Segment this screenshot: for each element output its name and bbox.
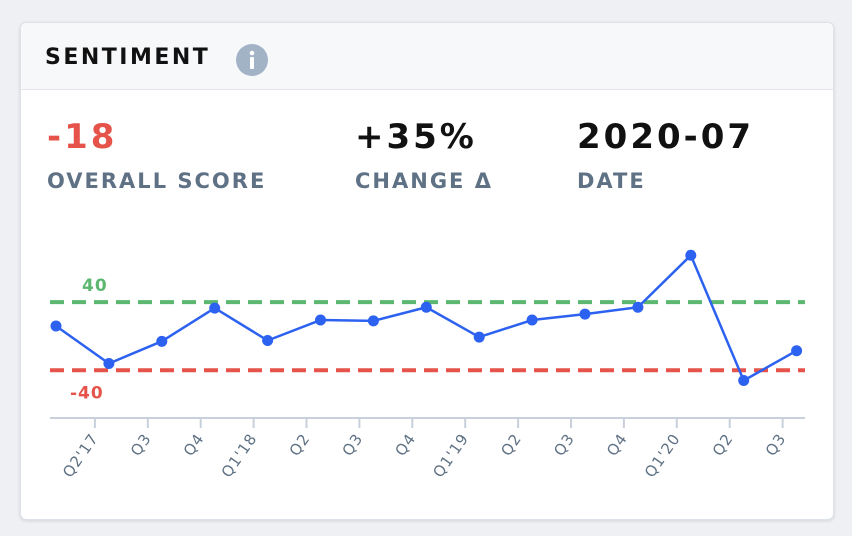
x-tick-label: Q4 — [391, 430, 419, 459]
x-tick-label: Q3 — [762, 430, 790, 459]
x-tick-label: Q2'17 — [59, 430, 102, 481]
data-point — [103, 357, 115, 369]
stat-value: +35% — [355, 117, 477, 157]
x-tick-label: Q2 — [709, 430, 737, 459]
data-point — [420, 301, 432, 313]
data-point — [738, 375, 750, 387]
stat-value: -18 — [47, 117, 118, 157]
stat-label: CHANGE Δ — [355, 169, 493, 193]
x-tick-label: Q1'19 — [429, 430, 472, 481]
data-point — [526, 314, 538, 326]
stat-label: OVERALL SCORE — [47, 169, 267, 193]
data-point — [50, 320, 62, 332]
card-title: SENTIMENT — [45, 45, 211, 70]
data-point — [367, 315, 379, 327]
x-tick-label: Q2 — [497, 430, 525, 459]
data-point — [156, 335, 168, 347]
data-point — [791, 345, 803, 357]
x-tick-label: Q1'20 — [641, 430, 684, 481]
threshold-label: -40 — [70, 383, 104, 403]
x-tick-label: Q3 — [339, 430, 367, 459]
x-tick-label: Q1'18 — [218, 430, 261, 481]
series-line — [55, 254, 798, 382]
stat-label: DATE — [577, 169, 646, 193]
x-tick-label: Q3 — [127, 430, 155, 459]
data-point — [262, 334, 274, 346]
stat: 2020-07 DATE — [577, 117, 754, 193]
x-tick-label: Q2 — [286, 430, 314, 459]
x-tick-label: Q4 — [603, 430, 631, 459]
card-header: SENTIMENT — [21, 23, 833, 90]
data-point — [632, 301, 644, 313]
threshold-label: 40 — [82, 276, 108, 296]
data-point — [315, 314, 326, 326]
x-tick-label: Q3 — [550, 430, 578, 459]
stat: +35% CHANGE Δ — [355, 117, 493, 193]
info-icon[interactable] — [235, 43, 269, 77]
x-tick-label: Q4 — [180, 430, 208, 459]
data-point — [685, 249, 697, 261]
stat: -18 OVERALL SCORE — [47, 117, 266, 193]
data-point — [473, 331, 485, 343]
data-point — [579, 308, 591, 320]
data-point — [209, 302, 221, 314]
stat-value: 2020-07 — [577, 117, 755, 157]
